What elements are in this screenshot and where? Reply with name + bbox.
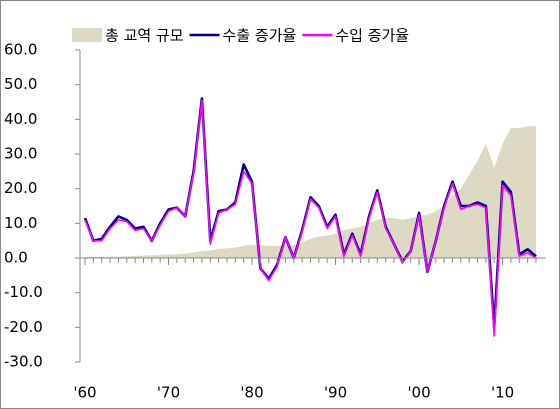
y-tick-label: 60.0 [4, 41, 37, 59]
y-tick-label: 20.0 [4, 179, 37, 197]
x-tick-label: '90 [324, 384, 347, 402]
area [85, 126, 536, 258]
y-tick-label: -20.0 [4, 318, 43, 336]
y-tick-label: 0.0 [4, 249, 28, 267]
legend-label: 수입 증가율 [335, 27, 409, 45]
y-tick-label: 50.0 [4, 75, 37, 93]
x-tick-label: '00 [407, 384, 430, 402]
line [83, 97, 537, 329]
y-tick-label: -10.0 [4, 283, 43, 301]
legend-label: 수출 증가율 [223, 27, 297, 45]
x-tick-label: '10 [491, 384, 514, 402]
x-tick-label: '60 [73, 384, 96, 402]
y-tick-label: 30.0 [4, 145, 37, 163]
y-tick-label: 10.0 [4, 214, 37, 232]
legend-label: 총 교역 규모 [105, 27, 184, 45]
legend-swatch [72, 28, 102, 42]
y-tick-label: 40.0 [4, 110, 37, 128]
x-tick-label: '70 [157, 384, 180, 402]
x-tick-label: '80 [240, 384, 263, 402]
y-tick-label: -30.0 [4, 353, 43, 371]
line [84, 99, 537, 337]
